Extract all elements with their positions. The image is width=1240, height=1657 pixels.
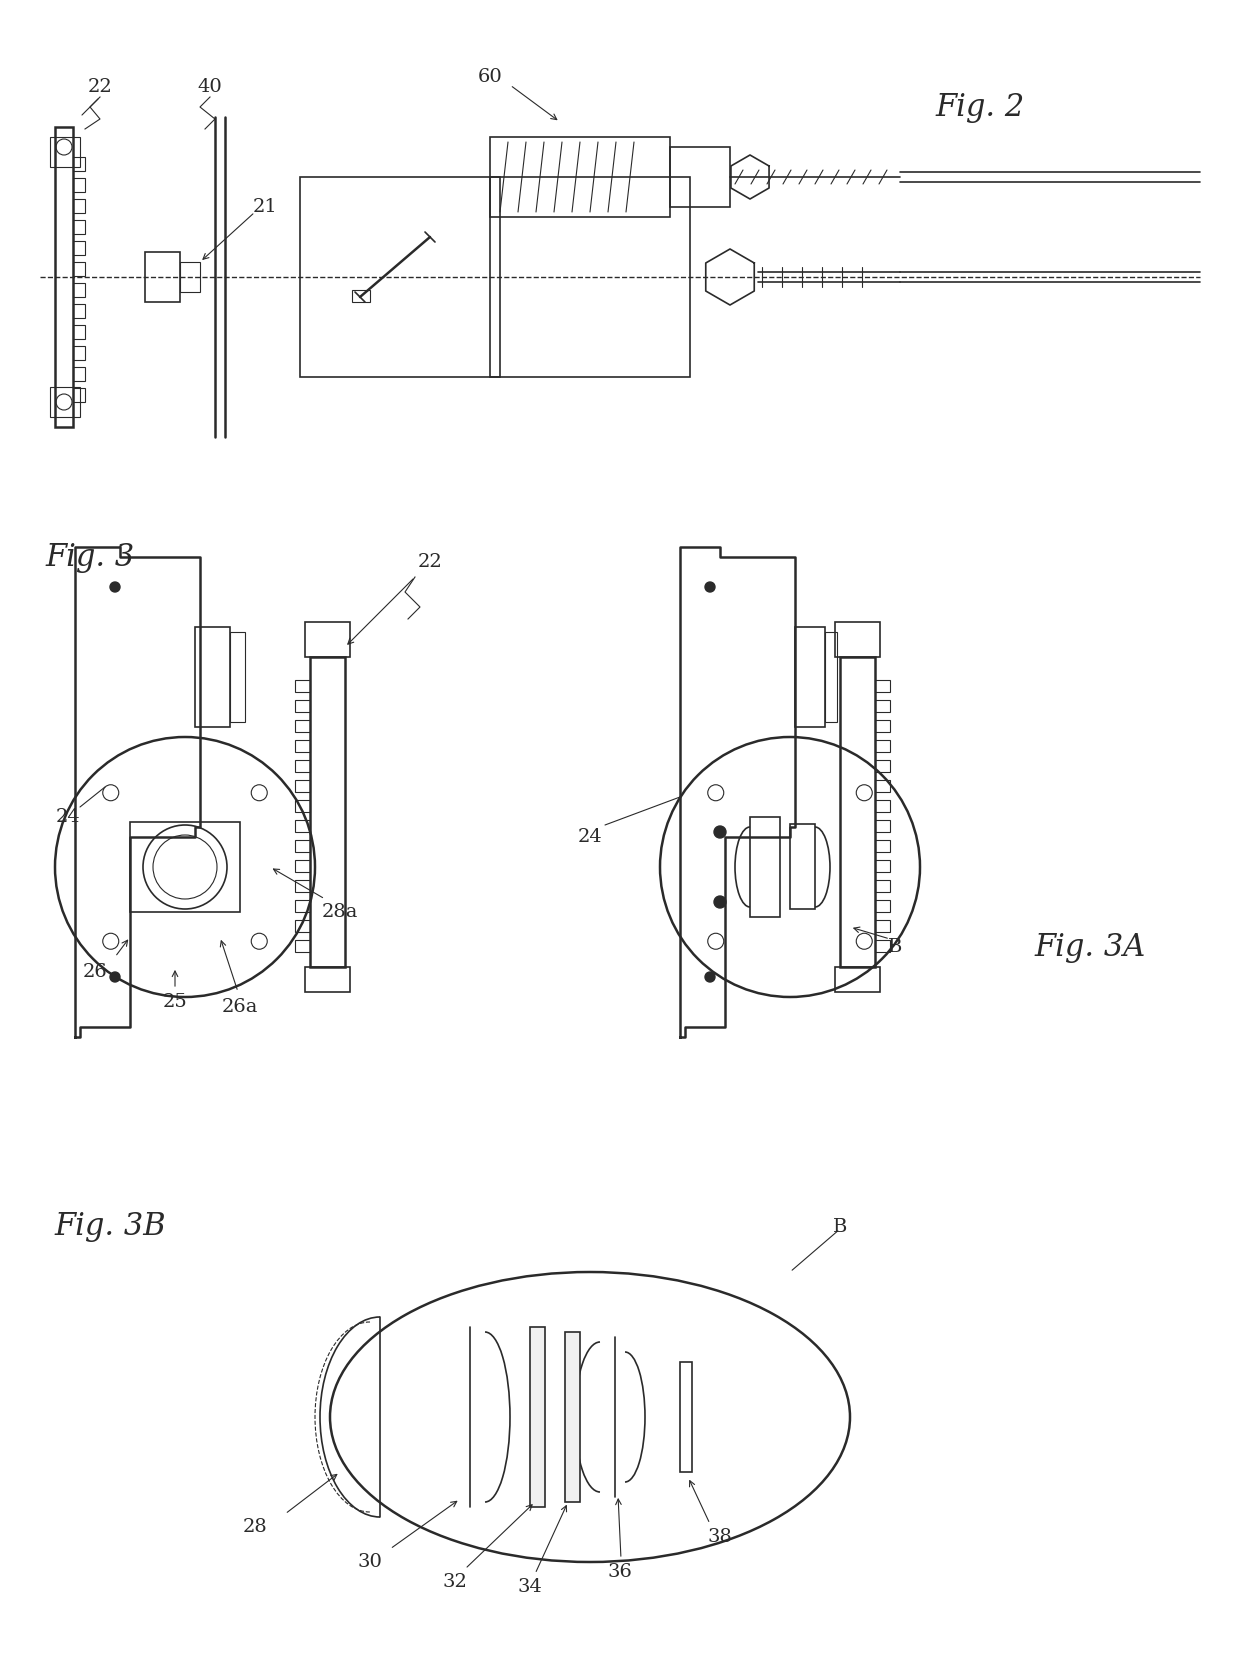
Bar bbox=[565, 1332, 580, 1501]
Text: 22: 22 bbox=[418, 553, 443, 572]
Bar bbox=[825, 631, 837, 722]
Bar bbox=[73, 240, 86, 255]
Bar bbox=[490, 138, 670, 217]
Bar bbox=[875, 940, 890, 953]
Bar bbox=[875, 800, 890, 812]
Bar bbox=[670, 147, 730, 207]
Text: 24: 24 bbox=[578, 828, 603, 847]
Circle shape bbox=[110, 973, 120, 983]
Bar bbox=[295, 761, 310, 772]
Bar bbox=[73, 325, 86, 340]
Text: 34: 34 bbox=[517, 1577, 542, 1596]
Text: 26: 26 bbox=[83, 963, 108, 981]
Bar bbox=[310, 656, 345, 968]
Bar bbox=[875, 699, 890, 713]
Circle shape bbox=[706, 582, 715, 592]
Bar bbox=[73, 199, 86, 214]
Bar bbox=[875, 840, 890, 852]
Bar bbox=[875, 920, 890, 931]
Bar bbox=[790, 824, 815, 910]
Bar bbox=[295, 820, 310, 832]
Circle shape bbox=[714, 825, 725, 838]
Text: B: B bbox=[833, 1218, 847, 1236]
Bar bbox=[490, 177, 689, 378]
Bar bbox=[529, 1327, 546, 1506]
Bar bbox=[145, 252, 180, 302]
Bar bbox=[875, 741, 890, 752]
Bar bbox=[875, 721, 890, 732]
Bar bbox=[839, 656, 875, 968]
Text: 32: 32 bbox=[443, 1572, 467, 1591]
Bar bbox=[295, 721, 310, 732]
Text: 36: 36 bbox=[608, 1563, 632, 1581]
Bar bbox=[295, 840, 310, 852]
Bar bbox=[295, 780, 310, 792]
Text: 25: 25 bbox=[162, 993, 187, 1011]
Bar bbox=[130, 822, 241, 911]
Bar bbox=[73, 346, 86, 360]
Bar bbox=[875, 780, 890, 792]
Bar bbox=[229, 631, 246, 722]
Bar bbox=[73, 157, 86, 171]
Bar bbox=[835, 968, 880, 993]
Bar bbox=[50, 138, 81, 167]
Bar bbox=[305, 621, 350, 656]
Text: 60: 60 bbox=[477, 68, 502, 86]
Bar bbox=[295, 900, 310, 911]
Bar bbox=[195, 626, 229, 727]
Bar bbox=[750, 817, 780, 916]
Text: Fig. 3A: Fig. 3A bbox=[1034, 931, 1146, 963]
Text: Fig. 2: Fig. 2 bbox=[935, 91, 1024, 123]
Text: 28a: 28a bbox=[322, 903, 358, 921]
Text: Fig. 3: Fig. 3 bbox=[46, 542, 135, 573]
Bar bbox=[875, 880, 890, 891]
Bar bbox=[73, 388, 86, 403]
Text: B: B bbox=[888, 938, 903, 956]
Bar bbox=[73, 303, 86, 318]
Bar bbox=[875, 679, 890, 693]
Bar bbox=[875, 820, 890, 832]
Bar bbox=[295, 800, 310, 812]
Text: 24: 24 bbox=[56, 809, 81, 825]
Circle shape bbox=[110, 582, 120, 592]
Text: 40: 40 bbox=[197, 78, 222, 96]
Circle shape bbox=[714, 896, 725, 908]
Bar bbox=[295, 679, 310, 693]
Text: 26a: 26a bbox=[222, 998, 258, 1016]
Bar bbox=[875, 761, 890, 772]
Bar bbox=[295, 920, 310, 931]
Bar bbox=[295, 741, 310, 752]
Bar bbox=[875, 860, 890, 872]
Bar bbox=[50, 388, 81, 418]
Bar bbox=[795, 626, 825, 727]
Bar bbox=[73, 262, 86, 277]
Bar bbox=[295, 699, 310, 713]
Bar bbox=[73, 366, 86, 381]
Text: 22: 22 bbox=[88, 78, 113, 96]
Bar bbox=[352, 290, 370, 302]
Circle shape bbox=[706, 973, 715, 983]
Bar bbox=[835, 621, 880, 656]
Bar bbox=[295, 860, 310, 872]
Bar bbox=[295, 880, 310, 891]
Bar bbox=[295, 940, 310, 953]
Bar bbox=[180, 262, 200, 292]
Text: Fig. 3B: Fig. 3B bbox=[55, 1211, 166, 1243]
Bar bbox=[73, 177, 86, 192]
Bar bbox=[875, 900, 890, 911]
Bar bbox=[305, 968, 350, 993]
Text: 38: 38 bbox=[708, 1528, 733, 1546]
Text: 28: 28 bbox=[243, 1518, 268, 1536]
Bar bbox=[300, 177, 500, 378]
Bar bbox=[73, 220, 86, 234]
Bar bbox=[55, 128, 73, 428]
Text: 30: 30 bbox=[357, 1553, 382, 1571]
Bar bbox=[680, 1362, 692, 1471]
Text: 21: 21 bbox=[253, 197, 278, 215]
Bar bbox=[73, 283, 86, 297]
